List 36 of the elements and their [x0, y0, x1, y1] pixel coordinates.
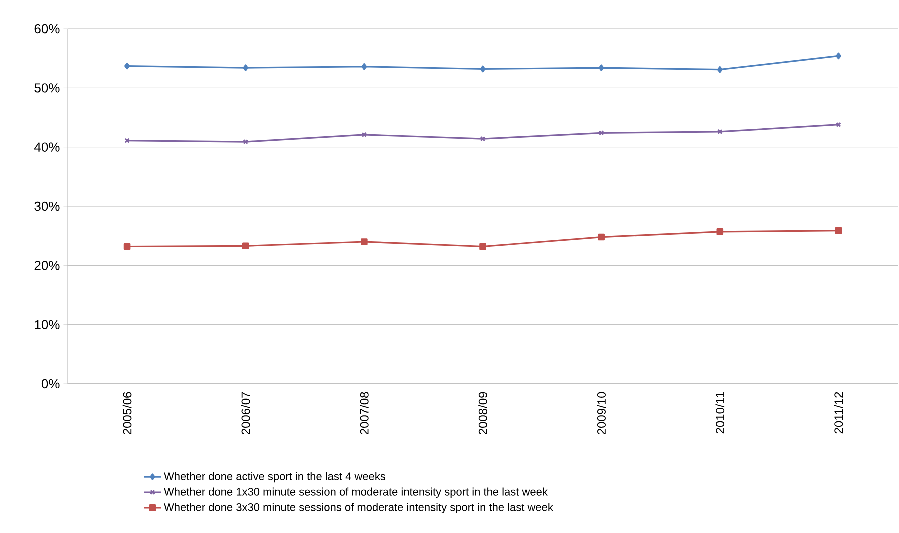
y-tick-label: 30% [34, 202, 60, 212]
point [598, 64, 604, 72]
point [362, 132, 368, 138]
x-tick-label: 2005/06 [122, 392, 132, 435]
point [480, 136, 486, 142]
y-tick-label: 0% [42, 379, 60, 389]
point [242, 242, 250, 250]
x-tick-label: 2007/08 [360, 392, 369, 435]
point [835, 227, 842, 234]
point [480, 66, 486, 73]
y-tick-label: 50% [34, 84, 60, 93]
x-tick-label: 2008/09 [478, 392, 488, 435]
y-tick-label: 10% [35, 320, 60, 330]
point [124, 62, 130, 70]
point [124, 243, 131, 250]
y-tick-label: 40% [34, 142, 60, 152]
point [362, 63, 368, 70]
point [361, 238, 368, 246]
point [716, 228, 724, 236]
point [598, 130, 604, 136]
legend-label: Whether done 3x30 minute sessions of moderate intensity sport in the last week [164, 503, 554, 514]
point [480, 243, 486, 250]
point [718, 129, 723, 135]
legend-label: Whether done active sport in the last 4 weeks [164, 472, 386, 483]
y-tick-label: 60% [34, 24, 60, 34]
x-tick-label: 2010/11 [716, 392, 725, 434]
legend-label: Whether done 1x30 minute session of moderate intensity sport in the last week [164, 488, 548, 498]
x-tick-label: 2009/10 [597, 392, 606, 435]
x-tick-label: 2011/12 [834, 392, 844, 434]
point [243, 64, 249, 72]
y-tick-label: 20% [34, 261, 60, 270]
x-tick-label: 2006/07 [241, 392, 250, 435]
point [598, 234, 605, 241]
point [243, 139, 248, 145]
point [717, 66, 723, 74]
point [836, 52, 842, 60]
